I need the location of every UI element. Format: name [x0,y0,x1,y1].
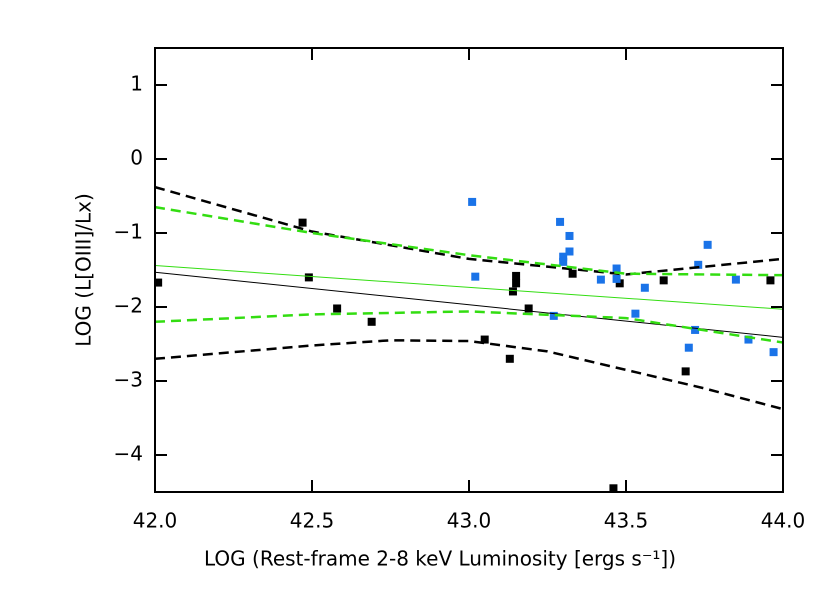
x-axis-label: LOG (Rest-frame 2-8 keV Luminosity [ergs… [204,547,676,571]
data-point [565,247,574,256]
data-point [333,304,342,313]
y-tick-label: 1 [130,72,143,96]
x-tick-label: 43.5 [604,509,649,533]
fit-line [154,185,784,276]
x-tick-label: 42.0 [133,509,178,533]
data-point [559,252,568,261]
data-point [703,240,712,249]
data-point [691,325,700,334]
data-point [640,283,649,292]
y-tick-label: −2 [114,294,143,318]
data-point [731,275,740,284]
fit-line [154,265,784,310]
data-point [615,279,624,288]
data-point [744,335,753,344]
fit-line [154,310,784,344]
y-tick-label: −3 [114,368,143,392]
y-tick-label: −4 [114,442,143,466]
data-point [512,279,521,288]
data-point [549,311,558,320]
y-axis-label: LOG (L[OIII]/Lx) [72,193,96,347]
data-point [612,274,621,283]
data-point [468,197,477,206]
data-point [480,335,489,344]
data-point [154,278,163,287]
data-point [609,484,618,493]
y-tick-label: −1 [114,220,143,244]
fit-line [154,271,784,338]
data-point [766,276,775,285]
x-tick-label: 43.0 [447,509,492,533]
data-point [681,367,690,376]
data-point [298,218,307,227]
data-point [524,304,533,313]
data-point [471,272,480,281]
x-tick-label: 44.0 [761,509,806,533]
fit-line [154,205,784,277]
data-point [505,354,514,363]
fit-line [154,339,784,411]
data-point [565,231,574,240]
data-point [556,217,565,226]
data-point [684,343,693,352]
data-point [612,264,621,273]
data-point [304,273,313,282]
data-point [631,309,640,318]
data-point [568,269,577,278]
data-point [559,257,568,266]
plot-frame [154,47,784,493]
data-point [596,275,605,284]
data-point [659,276,668,285]
data-point [769,348,778,357]
y-tick-label: 0 [130,146,143,170]
data-point [508,287,517,296]
data-point [367,317,376,326]
data-point [694,260,703,269]
data-point [512,271,521,280]
x-tick-label: 42.5 [290,509,335,533]
